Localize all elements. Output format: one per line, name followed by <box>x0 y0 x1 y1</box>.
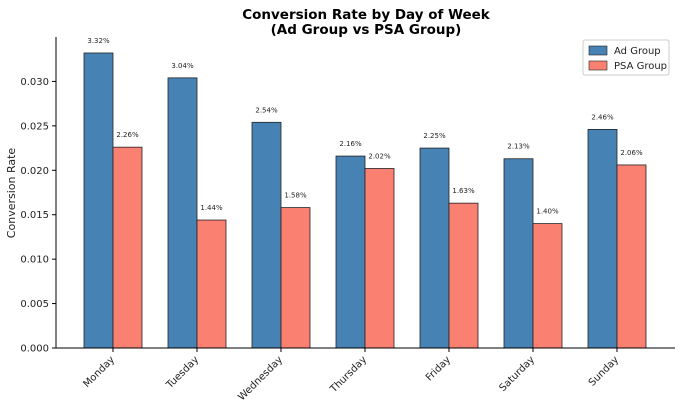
y-tick-label: 0.000 <box>20 344 49 355</box>
bar-psa-group <box>196 219 227 349</box>
bar-ad-group <box>587 129 618 349</box>
y-tick-label: 0.020 <box>20 166 49 177</box>
data-label: 2.54% <box>255 106 278 114</box>
data-label: 1.44% <box>200 204 223 212</box>
data-label: 2.02% <box>368 153 391 161</box>
bar-psa-group <box>112 146 143 349</box>
chart-title: Conversion Rate by Day of Week <box>242 7 491 23</box>
bar-ad-group <box>503 158 534 349</box>
bar-ad-group <box>335 155 366 349</box>
bar-psa-group <box>532 223 563 349</box>
data-label: 1.63% <box>452 187 475 195</box>
data-label: 2.16% <box>339 140 362 148</box>
bar-psa-group <box>280 207 311 349</box>
data-label: 2.13% <box>507 143 530 151</box>
data-label: 3.32% <box>87 37 110 45</box>
bar-ad-group <box>419 147 450 349</box>
x-tick-label: Wednesday <box>236 354 285 403</box>
data-label: 1.58% <box>284 192 307 200</box>
bar-psa-group <box>364 168 395 349</box>
bar-ad-group <box>251 121 282 349</box>
y-tick-label: 0.005 <box>20 299 49 310</box>
y-tick-label: 0.030 <box>20 77 49 88</box>
legend-swatch <box>588 45 608 56</box>
legend: Ad Group PSA Group <box>582 39 670 76</box>
x-tick-label: Saturday <box>497 354 537 394</box>
x-tick-label: Thursday <box>328 354 369 395</box>
chart-subtitle: (Ad Group vs PSA Group) <box>271 22 462 38</box>
data-label: 2.26% <box>116 131 139 139</box>
y-tick-label: 0.010 <box>20 255 49 266</box>
data-label: 2.46% <box>591 113 614 121</box>
x-tick-label: Monday <box>81 354 117 390</box>
data-label: 1.40% <box>536 208 559 216</box>
data-label: 2.25% <box>423 132 446 140</box>
legend-label: PSA Group <box>614 61 667 72</box>
data-label: 3.04% <box>171 62 194 70</box>
data-label: 2.06% <box>620 149 643 157</box>
legend-label: Ad Group <box>614 46 661 57</box>
bar-psa-group <box>448 202 479 349</box>
bar-ad-group <box>167 77 198 349</box>
legend-swatch <box>588 60 608 71</box>
y-axis-label: Conversion Rate <box>5 148 18 239</box>
y-tick-label: 0.025 <box>20 121 49 132</box>
bar-psa-group <box>616 164 647 349</box>
x-tick-label: Friday <box>424 354 453 383</box>
x-tick-label: Tuesday <box>164 354 201 391</box>
x-tick-label: Sunday <box>587 354 621 388</box>
y-tick-label: 0.015 <box>20 210 49 221</box>
bar-ad-group <box>83 52 114 349</box>
